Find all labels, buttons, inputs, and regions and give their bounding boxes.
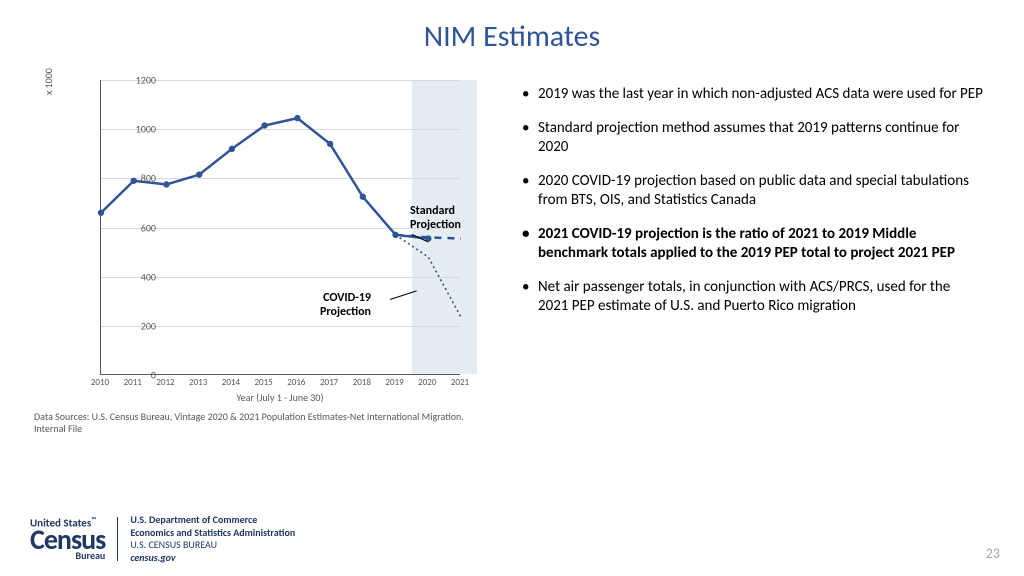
bullets-column: 2019 was the last year in which non-adju…: [520, 55, 994, 435]
label-standard-projection: Standard Projection: [410, 205, 461, 233]
label-covid-projection: COVID-19 Projection: [320, 292, 371, 320]
x-tick-label: 2021: [451, 377, 469, 388]
x-tick-label: 2016: [287, 377, 305, 388]
y-tick-label: 800: [126, 172, 156, 185]
x-tick-label: 2015: [255, 377, 273, 388]
chart-column: x 1000 Year (July 1 - June 30) Standard …: [30, 55, 490, 435]
y-tick-label: 600: [126, 221, 156, 234]
y-tick-label: 1200: [126, 74, 156, 87]
footer: United States™ Census Bureau U.S. Depart…: [30, 514, 295, 564]
y-tick-label: 200: [126, 319, 156, 332]
x-tick-label: 2018: [353, 377, 371, 388]
y-multiplier-label: x 1000: [42, 68, 55, 95]
footer-divider: [117, 517, 118, 561]
page-title: NIM Estimates: [0, 0, 1024, 55]
x-axis-label: Year (July 1 - June 30): [100, 391, 460, 404]
bullet-list: 2019 was the last year in which non-adju…: [520, 85, 984, 317]
census-logo: United States™ Census Bureau: [30, 517, 105, 560]
x-tick-label: 2020: [418, 377, 436, 388]
y-tick-label: 400: [126, 270, 156, 283]
footer-dept: U.S. Department of Commerce Economics an…: [130, 514, 295, 564]
x-tick-label: 2019: [385, 377, 403, 388]
x-tick-label: 2017: [320, 377, 338, 388]
bullet-item: 2021 COVID-19 projection is the ratio of…: [520, 225, 984, 264]
y-tick-label: 1000: [126, 123, 156, 136]
bullet-item: Net air passenger totals, in conjunction…: [520, 278, 984, 317]
x-tick-label: 2011: [124, 377, 142, 388]
x-tick-label: 2014: [222, 377, 240, 388]
x-tick-label: 2010: [91, 377, 109, 388]
x-tick-label: 2013: [189, 377, 207, 388]
bullet-item: Standard projection method assumes that …: [520, 119, 984, 158]
x-tick-label: 2012: [156, 377, 174, 388]
bullet-item: 2020 COVID-19 projection based on public…: [520, 172, 984, 211]
nim-line-chart: x 1000 Year (July 1 - June 30) Standard …: [60, 75, 480, 405]
data-source-note: Data Sources: U.S. Census Bureau, Vintag…: [34, 411, 490, 435]
page-number: 23: [986, 545, 1000, 562]
bullet-item: 2019 was the last year in which non-adju…: [520, 85, 984, 105]
